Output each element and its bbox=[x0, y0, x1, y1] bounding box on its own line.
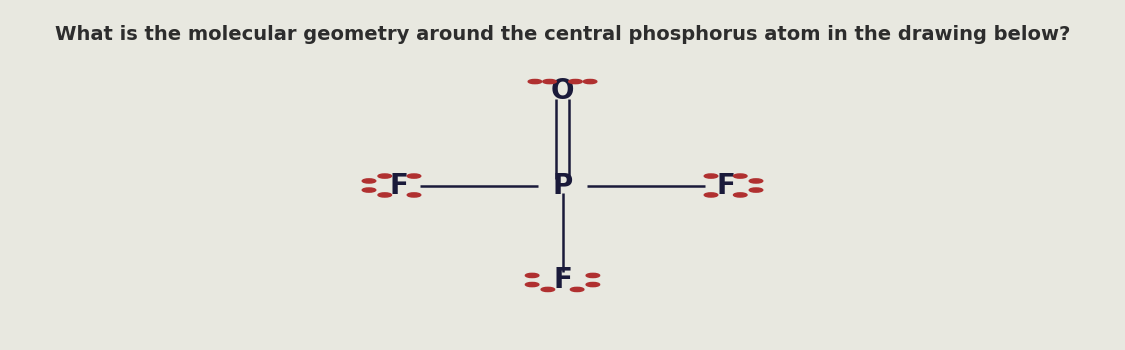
Circle shape bbox=[584, 79, 596, 84]
Circle shape bbox=[378, 174, 391, 178]
Circle shape bbox=[734, 174, 747, 178]
Circle shape bbox=[541, 287, 555, 292]
Circle shape bbox=[525, 273, 539, 278]
Circle shape bbox=[543, 79, 557, 84]
Text: What is the molecular geometry around the central phosphorus atom in the drawing: What is the molecular geometry around th… bbox=[55, 25, 1070, 43]
Text: F: F bbox=[554, 266, 572, 294]
Circle shape bbox=[586, 282, 600, 287]
Circle shape bbox=[362, 179, 376, 183]
Circle shape bbox=[525, 282, 539, 287]
Circle shape bbox=[378, 193, 391, 197]
Circle shape bbox=[569, 79, 583, 84]
Circle shape bbox=[407, 193, 421, 197]
Circle shape bbox=[529, 79, 542, 84]
Circle shape bbox=[734, 193, 747, 197]
Circle shape bbox=[749, 179, 763, 183]
Circle shape bbox=[749, 188, 763, 192]
Circle shape bbox=[704, 193, 718, 197]
Text: P: P bbox=[552, 172, 573, 200]
Text: F: F bbox=[390, 172, 408, 200]
Circle shape bbox=[570, 287, 584, 292]
Circle shape bbox=[704, 174, 718, 178]
Text: O: O bbox=[551, 77, 574, 105]
Circle shape bbox=[586, 273, 600, 278]
Circle shape bbox=[407, 174, 421, 178]
Text: F: F bbox=[717, 172, 735, 200]
Circle shape bbox=[362, 188, 376, 192]
